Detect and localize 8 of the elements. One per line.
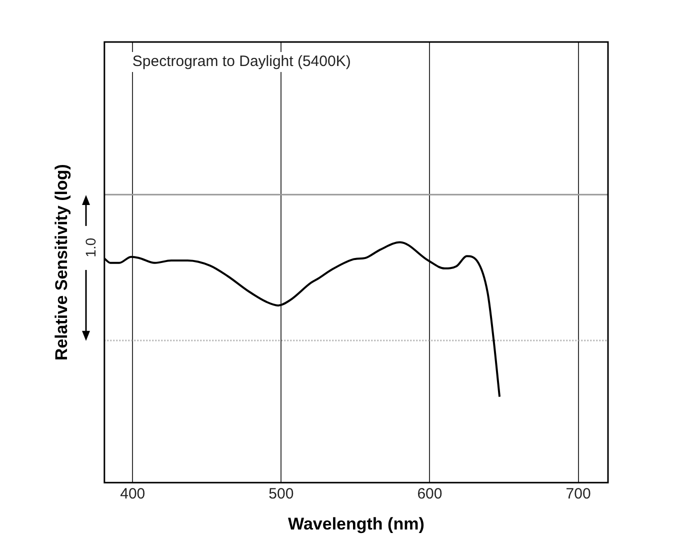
x-tick-label: 500 xyxy=(268,486,294,503)
x-tick-label: 700 xyxy=(566,486,591,503)
x-tick-label: 600 xyxy=(417,486,442,503)
text: 1.0 xyxy=(82,238,98,258)
y-axis-title: Relative Sensitivity (log) xyxy=(52,164,71,361)
x-tick-label: 400 xyxy=(120,486,146,503)
x-axis-title: Wavelength (nm) xyxy=(288,514,424,534)
chart-title: Spectrogram to Daylight (5400K) xyxy=(132,53,351,70)
